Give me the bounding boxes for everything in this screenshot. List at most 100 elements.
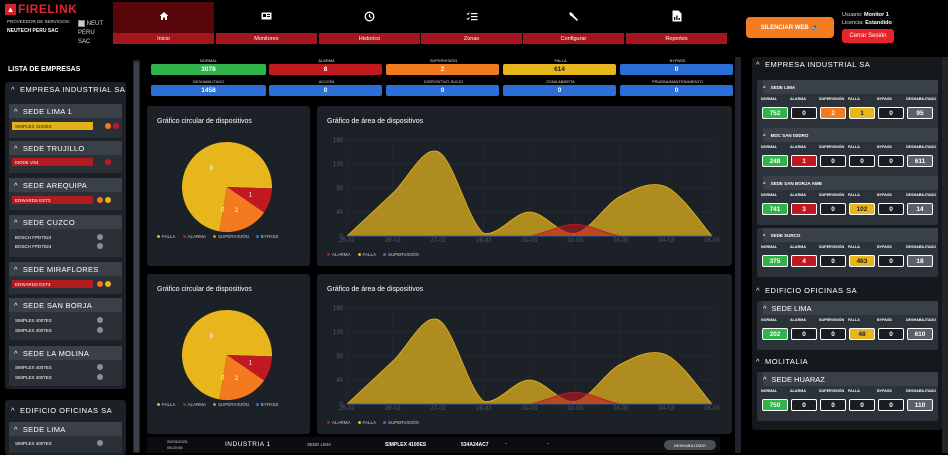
status-count[interactable]: 202 (762, 328, 788, 340)
device-row[interactable]: EDWARDS EST3 (12, 280, 93, 288)
stat-dispositivo-sucio[interactable]: 0 (386, 85, 499, 96)
status-dot (105, 281, 111, 287)
stat-normal[interactable]: 3078 (151, 64, 266, 75)
stat-zona-abierta[interactable]: 0 (503, 85, 616, 96)
status-count[interactable]: 0 (791, 328, 817, 340)
history-icon (364, 2, 375, 30)
right-sede-card[interactable]: ^ SEDE LIMA NORMAL 752 ALARMA 0 SUPERVISIÓN 2 FA… (757, 80, 938, 129)
status-count[interactable]: 610 (907, 328, 933, 340)
right-sede-card[interactable]: ^ SEDE HUARAZ NORMAL 750 ALARMA 0 SUPERVISIÓN 0… (757, 372, 938, 421)
sidebar-scrollbar[interactable] (133, 60, 140, 453)
event-ticker[interactable]: 05/03/2025, 08:20:58 INDUSTRIA 1 SEDE LIM… (147, 437, 720, 453)
status-count[interactable]: 0 (820, 203, 846, 215)
status-count[interactable]: 110 (907, 399, 933, 411)
device-row[interactable]: EDWARDS EST3 (12, 196, 93, 204)
chevron-up-icon: ^ (763, 232, 766, 238)
device-row[interactable]: BOSCH FPD7024 (15, 243, 52, 249)
sede-group: ^ SEDE LIMA (9, 422, 122, 453)
status-count[interactable]: 2 (820, 107, 846, 119)
stat-alarma[interactable]: 8 (269, 64, 382, 75)
status-count[interactable]: 0 (878, 328, 904, 340)
status-count[interactable]: 0 (878, 255, 904, 267)
legend-item: FALLA (357, 420, 376, 425)
status-count[interactable]: 14 (907, 203, 933, 215)
silence-web-button[interactable]: SILENCIAR WEB 🔈 (746, 17, 834, 38)
device-row[interactable]: SIMPLEX 4007ES (15, 364, 52, 370)
legend-item: ALARMA (327, 420, 351, 425)
status-count[interactable]: 0 (849, 399, 875, 411)
nav-inicio[interactable]: Inicio (113, 2, 214, 44)
status-count[interactable]: 741 (762, 203, 788, 215)
nav-zonas[interactable]: Zonas (421, 2, 522, 44)
device-row[interactable]: SIMPLEX 4007ES (15, 327, 52, 333)
status-count[interactable]: 102 (849, 203, 875, 215)
stat-supervision[interactable]: 2 (386, 64, 499, 75)
status-count[interactable]: 0 (878, 399, 904, 411)
device-row[interactable]: SIMPLEX 4007ES (15, 440, 52, 446)
status-count[interactable]: 0 (849, 155, 875, 167)
right-sede-card[interactable]: ^ SEDE LIMA NORMAL 202 ALARMA 0 SUPERVISIÓN 0 FA… (757, 301, 938, 350)
sede-group: ^ SEDE AREQUIPA (9, 178, 122, 210)
device-row[interactable]: SIMPLEX 4100ES (12, 122, 93, 130)
status-count[interactable]: 4 (791, 255, 817, 267)
device-row[interactable]: SIMPLEX 4007ES (15, 317, 52, 323)
status-count[interactable]: 248 (762, 155, 788, 167)
status-count[interactable]: 0 (878, 155, 904, 167)
company-group-header[interactable]: ^ EMPRESA INDUSTRIAL SA (11, 84, 126, 94)
stat-bypass[interactable]: 0 (620, 64, 733, 75)
device-row[interactable]: KIDDE VS4 (12, 158, 93, 166)
status-count[interactable]: 0 (820, 155, 846, 167)
status-count[interactable]: 0 (791, 107, 817, 119)
device-row[interactable]: BOSCH FPD7024 (15, 234, 52, 240)
legend-item: SUPERVISIÓN (213, 234, 249, 239)
company-group-header[interactable]: ^ EDIFICIO OFICINAS SA (11, 405, 113, 415)
chart-title: Gráfico de área de dispositivos (327, 286, 424, 293)
legend-item: ALARMA (182, 234, 206, 239)
pie-slice-falla (182, 310, 272, 400)
status-count[interactable]: 3 (791, 203, 817, 215)
status-count[interactable]: 375 (762, 255, 788, 267)
right-company-header[interactable]: ^ MOLITALIA (756, 357, 809, 366)
status-count[interactable]: 0 (878, 203, 904, 215)
provider-company: NEUTECH PERU SAC (7, 28, 59, 34)
x-tick-label: 26-02 (385, 238, 401, 244)
logout-button[interactable]: Cerrar Sesión (842, 29, 894, 43)
status-count[interactable]: 0 (791, 399, 817, 411)
area-series-falla (347, 318, 712, 404)
stat-deshabilitado[interactable]: 1458 (151, 85, 266, 96)
stat-prueba-mantenimiento[interactable]: 0 (620, 85, 733, 96)
status-count[interactable]: 0 (878, 107, 904, 119)
column-label: FALLA (848, 97, 860, 101)
right-sede-card[interactable]: ^ MDC SAN ISIDRO NORMAL 248 ALARMA 1 SUPERVISI… (757, 128, 938, 177)
status-count[interactable]: 48 (849, 328, 875, 340)
stat-falla[interactable]: 614 (503, 64, 616, 75)
status-count[interactable]: 1 (849, 107, 875, 119)
nav-monitoreo[interactable]: Monitoreo (216, 2, 317, 44)
stat-accion[interactable]: 0 (269, 85, 382, 96)
chevron-up-icon: ^ (756, 357, 761, 366)
status-count[interactable]: 750 (762, 399, 788, 411)
status-count[interactable]: 463 (849, 255, 875, 267)
home-icon (159, 2, 169, 30)
nav-reportes[interactable]: Reportes (626, 2, 727, 44)
status-count[interactable]: 95 (907, 107, 933, 119)
chevron-up-icon: ^ (756, 286, 761, 295)
status-count[interactable]: 0 (820, 399, 846, 411)
legend-item: FALLA (157, 234, 176, 239)
right-sede-card[interactable]: ^ SEDE SAN BORJA AMB NORMAL 741 ALARMA 3 SUPER… (757, 176, 938, 225)
status-count[interactable]: 0 (820, 328, 846, 340)
nav-historico[interactable]: Historico (319, 2, 420, 44)
device-row[interactable]: SIMPLEX 4007ES (15, 374, 52, 380)
status-count[interactable]: 611 (907, 155, 933, 167)
main-scrollbar[interactable] (735, 57, 741, 453)
status-count[interactable]: 1 (791, 155, 817, 167)
status-count[interactable]: 18 (907, 255, 933, 267)
right-company-header[interactable]: ^ EDIFICIO OFICINAS SA (756, 286, 858, 295)
right-sede-card[interactable]: ^ SEDE SURCO NORMAL 375 ALARMA 4 SUPERVISIÓN 0 F… (757, 228, 938, 277)
status-count[interactable]: 752 (762, 107, 788, 119)
nav-configurar[interactable]: Configurar (523, 2, 624, 44)
right-company-header[interactable]: ^ EMPRESA INDUSTRIAL SA (756, 60, 871, 69)
status-count[interactable]: 0 (820, 255, 846, 267)
right-scrollbar[interactable] (942, 57, 948, 453)
chart-legend: ALARMA FALLA SUPERVISIÓN (327, 252, 419, 257)
